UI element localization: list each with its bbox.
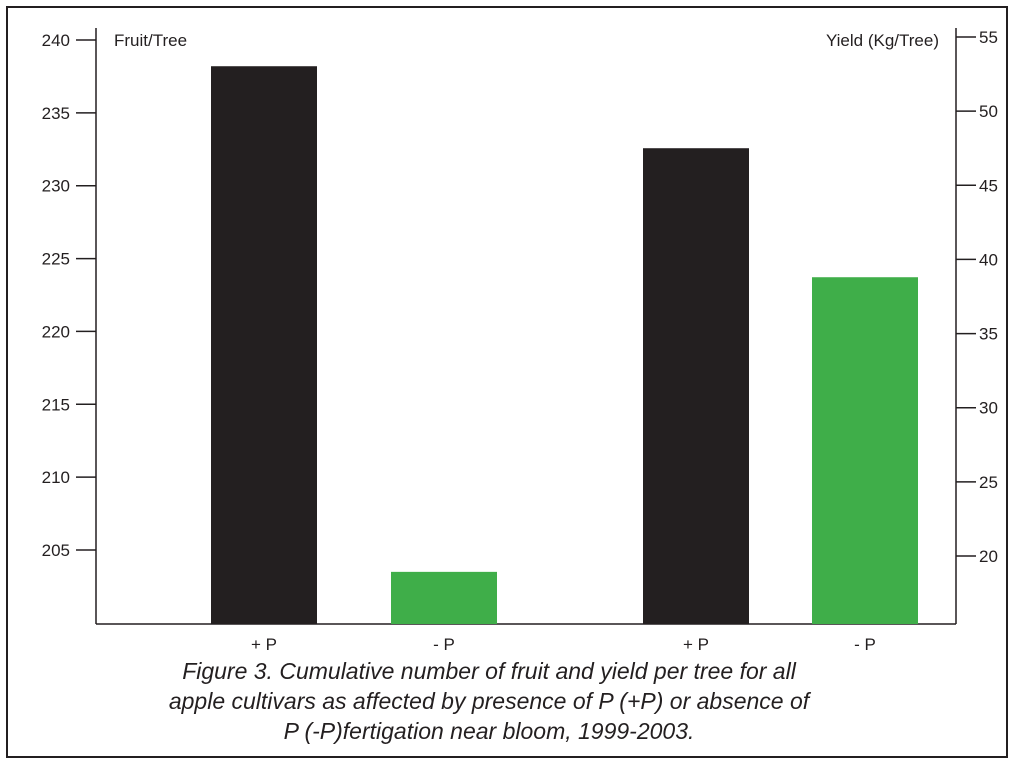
labels: 205 210 215 220 225 230 235 240 20 25 30 35 40 45 50 55…: [42, 28, 998, 654]
caption-line-2: apple cultivars as affected by presence …: [168, 688, 810, 714]
category-label: - P: [854, 635, 876, 654]
left-tick-label: 240: [42, 31, 70, 50]
left-tick-label: 230: [42, 177, 70, 196]
left-tick-label: 210: [42, 468, 70, 487]
figure-caption: Figure 3. Cumulative number of fruit and…: [96, 656, 882, 746]
bar: [391, 571, 497, 624]
right-tick-label: 40: [979, 250, 998, 269]
right-axis-title: Yield (Kg/Tree): [826, 31, 939, 50]
left-tick-label: 215: [42, 395, 70, 414]
category-label: + P: [251, 635, 277, 654]
left-axis-title: Fruit/Tree: [114, 31, 187, 50]
left-tick-label: 220: [42, 322, 70, 341]
bar: [211, 66, 317, 624]
right-tick-label: 35: [979, 325, 998, 344]
bars: [211, 66, 918, 624]
right-tick-label: 50: [979, 102, 998, 121]
right-tick-label: 45: [979, 176, 998, 195]
right-tick-label: 55: [979, 28, 998, 47]
right-tick-label: 25: [979, 473, 998, 492]
caption-line-1: Figure 3. Cumulative number of fruit and…: [182, 658, 796, 684]
left-tick-label: 225: [42, 250, 70, 269]
left-tick-label: 235: [42, 104, 70, 123]
left-tick-label: 205: [42, 541, 70, 560]
right-tick-label: 30: [979, 399, 998, 418]
category-label: - P: [433, 635, 455, 654]
bar: [643, 148, 749, 624]
right-tick-label: 20: [979, 547, 998, 566]
caption-line-3: P (-P)fertigation near bloom, 1999-2003.: [283, 718, 695, 744]
category-label: + P: [683, 635, 709, 654]
bar: [812, 277, 918, 624]
